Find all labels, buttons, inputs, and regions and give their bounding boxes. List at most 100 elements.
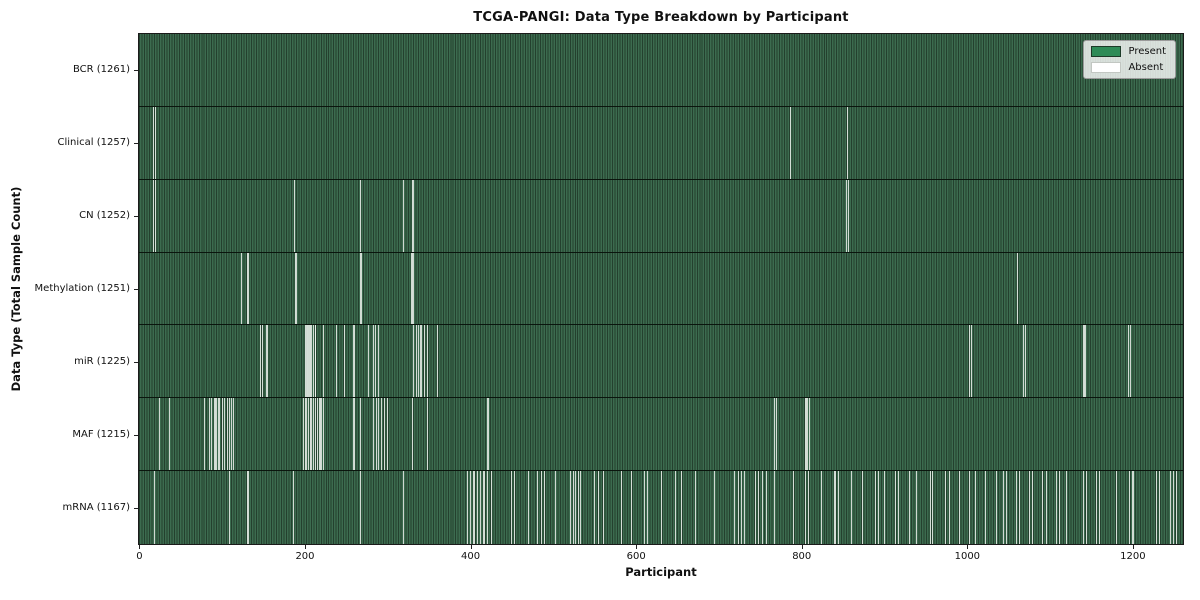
absent-line (411, 252, 413, 325)
absent-line (570, 471, 572, 544)
absent-line (758, 471, 760, 544)
y-tick-label: MAF (1215) (72, 428, 130, 440)
absent-line (374, 325, 377, 398)
absent-line (1016, 252, 1018, 325)
row-band-mRNA (139, 471, 1183, 544)
absent-line (774, 471, 776, 544)
absent-line (808, 398, 810, 471)
absent-line (314, 325, 316, 398)
absent-line (413, 179, 415, 252)
absent-line (373, 398, 375, 471)
x-tick (139, 545, 141, 549)
absent-line (1042, 471, 1044, 544)
absent-line (969, 471, 971, 544)
absent-line (322, 325, 324, 398)
absent-line (740, 471, 742, 544)
absent-line (403, 179, 405, 252)
y-tick-label: mRNA (1167) (62, 501, 130, 513)
legend-label: Present (1128, 46, 1166, 57)
absent-line (1045, 471, 1047, 544)
absent-line (1130, 325, 1132, 398)
absent-line (765, 471, 767, 544)
y-tick (134, 70, 138, 72)
absent-line (575, 471, 577, 544)
absent-line (846, 106, 848, 179)
x-tick-label: 200 (295, 551, 315, 562)
absent-line (360, 179, 362, 252)
absent-line (418, 325, 420, 398)
absent-line (1032, 471, 1034, 544)
absent-line (483, 471, 485, 544)
absent-line (537, 471, 539, 544)
absent-line (360, 398, 362, 471)
absent-line (975, 471, 977, 544)
absent-line (1029, 471, 1031, 544)
absent-line (1132, 471, 1134, 544)
absent-line (153, 471, 155, 544)
absent-line (308, 325, 310, 398)
absent-line (754, 471, 757, 544)
absent-line (734, 471, 736, 544)
absent-line (306, 325, 308, 398)
absent-line (229, 471, 231, 544)
absent-line (423, 325, 425, 398)
x-axis-label: Participant (625, 565, 697, 579)
absent-line (1158, 471, 1161, 544)
absent-line (1019, 471, 1021, 544)
legend-item-absent: Absent (1091, 62, 1166, 73)
absent-line (294, 252, 296, 325)
y-tick (134, 434, 138, 436)
absent-line (660, 471, 662, 544)
absent-line (774, 398, 776, 471)
absent-line (321, 398, 323, 471)
absent-line (420, 325, 422, 398)
row-band-CN (139, 179, 1183, 253)
y-tick-label: CN (1252) (79, 210, 130, 222)
absent-line (209, 398, 211, 471)
x-tick (801, 545, 803, 549)
absent-line (378, 325, 380, 398)
absent-line (314, 398, 316, 471)
absent-line (215, 398, 217, 471)
absent-line (775, 398, 777, 471)
row-band-BCR (139, 34, 1183, 107)
absent-line (233, 398, 235, 471)
absent-line (597, 471, 599, 544)
absent-line (384, 398, 386, 471)
absent-line (153, 179, 155, 252)
absent-line (309, 398, 311, 471)
absent-line (480, 471, 482, 544)
absent-line (221, 398, 223, 471)
absent-line (602, 471, 604, 544)
absent-line (215, 398, 218, 471)
legend-label: Absent (1128, 62, 1164, 73)
absent-line (540, 471, 542, 544)
absent-line (1176, 471, 1178, 544)
absent-line (847, 179, 849, 252)
absent-line (1099, 471, 1101, 544)
absent-line (630, 471, 632, 544)
absent-line (375, 398, 377, 471)
y-tick (134, 361, 138, 363)
absent-line (861, 471, 863, 544)
absent-line (229, 398, 231, 471)
row-band-Methylation (139, 252, 1183, 326)
row-band-miR (139, 325, 1183, 399)
absent-line (846, 179, 848, 252)
absent-line (312, 325, 314, 398)
absent-line (894, 471, 896, 544)
absent-line (226, 398, 228, 471)
absent-line (427, 398, 429, 471)
x-tick (636, 545, 638, 549)
y-tick-label: miR (1225) (74, 355, 130, 367)
absent-line (309, 325, 311, 398)
y-tick-label: Clinical (1257) (57, 137, 131, 149)
absent-line (360, 252, 362, 325)
absent-line (1115, 471, 1118, 544)
absent-line (168, 398, 170, 471)
absent-line (360, 471, 362, 544)
absent-line (307, 398, 309, 471)
absent-line (945, 471, 947, 544)
y-tick-label: BCR (1261) (72, 64, 130, 76)
